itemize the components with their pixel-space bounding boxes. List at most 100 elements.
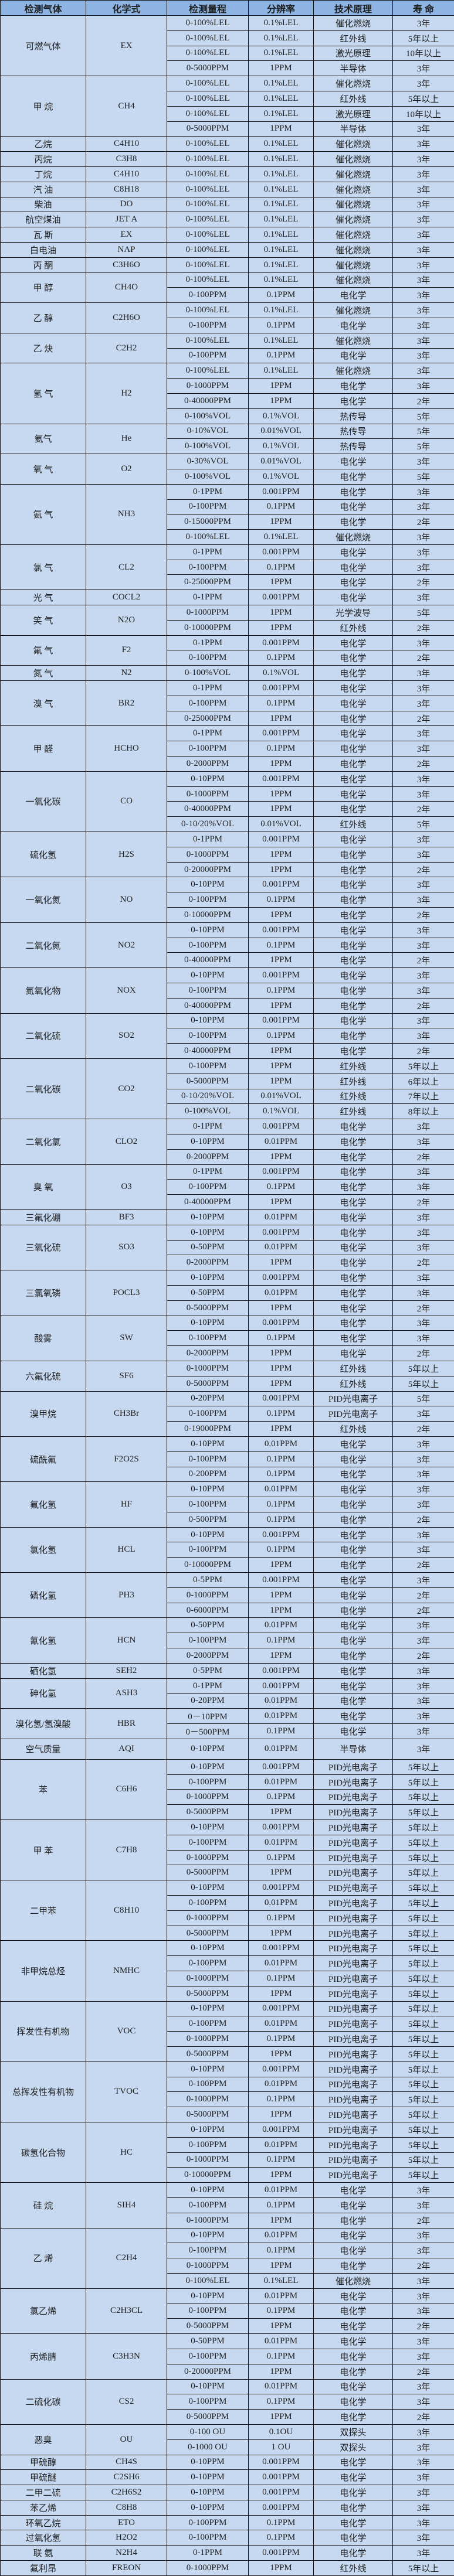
principle-cell: 电化学 [314,575,393,590]
principle-cell: 电化学 [314,1482,393,1497]
lifespan-cell: 3年 [393,696,454,711]
formula-cell: F2 [86,635,167,666]
formula-cell: CS2 [86,2379,167,2424]
formula-cell: H2O2 [86,2530,167,2546]
principle-cell: 电化学 [314,2394,393,2410]
lifespan-cell: 3年 [393,1709,454,1724]
gas-name-cell: 总挥发性有机物 [1,2062,86,2122]
resolution-cell: 1PPM [249,1255,314,1270]
resolution-cell: 0.1%LEL [249,303,314,318]
resolution-cell: 0.01PPM [249,1618,314,1633]
resolution-cell: 0.1PPM [249,1971,314,1986]
header-row: 检测气体 化学式 检测量程 分辨率 技术原理 寿 命 [1,1,454,16]
range-cell: 0-1000PPM [167,2152,249,2168]
formula-cell: SF6 [86,1361,167,1391]
principle-cell: 电化学 [314,2258,393,2274]
lifespan-cell: 5年以上 [393,2107,454,2122]
range-cell: 0-10PPM [167,1527,249,1542]
lifespan-cell: 3年 [393,1331,454,1346]
lifespan-cell: 5年以上 [393,91,454,106]
principle-cell: 电化学 [314,2334,393,2349]
gas-name-cell: 甲 烷 [1,76,86,137]
range-cell: 0-10PPM [167,1436,249,1451]
principle-cell: 电化学 [314,1240,393,1255]
formula-cell: EX [86,16,167,76]
resolution-cell: 1PPM [249,1149,314,1164]
principle-cell: 电化学 [314,1134,393,1149]
resolution-cell: 1PPM [249,2319,314,2334]
formula-cell: N2O [86,605,167,636]
range-cell: 0-100PPM [167,741,249,757]
principle-cell: 电化学 [314,2470,393,2485]
range-cell: 0-5000PPM [167,2046,249,2062]
principle-cell: 双探头 [314,2424,393,2439]
principle-cell: 电化学 [314,1587,393,1603]
range-cell: 0-5000PPM [167,61,249,76]
range-cell: 0-5000PPM [167,2410,249,2425]
lifespan-cell: 2年 [393,757,454,772]
lifespan-cell: 3年 [393,1180,454,1195]
lifespan-cell: 3年 [393,2455,454,2470]
principle-cell: 热传导 [314,424,393,439]
resolution-cell: 0.1PPM [249,288,314,303]
lifespan-cell: 5年以上 [393,2168,454,2183]
range-cell: 0-1000PPM [167,2032,249,2047]
principle-cell: 催化燃烧 [314,242,393,257]
gas-name-cell: 甲 醛 [1,726,86,771]
principle-cell: PID光电离子 [314,2107,393,2122]
formula-cell: HBR [86,1709,167,1739]
lifespan-cell: 5年以上 [393,1774,454,1790]
range-cell: 0-1PPM [167,726,249,741]
principle-cell: 催化燃烧 [314,137,393,152]
principle-cell: 电化学 [314,348,393,363]
range-cell: 0-10PPM [167,1225,249,1240]
principle-cell: 电化学 [314,1648,393,1664]
resolution-cell: 0.1%LEL [249,2273,314,2288]
range-cell: 0-100%LEL [167,137,249,152]
range-cell: 0-10PPM [167,1134,249,1149]
gas-name-cell: 环氧乙烷 [1,2515,86,2530]
range-cell: 0-100%LEL [167,76,249,91]
principle-cell: 电化学 [314,983,393,999]
resolution-cell: 0.001PPM [249,1678,314,1694]
lifespan-cell: 3年 [393,137,454,152]
lifespan-cell: 3年 [393,2334,454,2349]
principle-cell: PID光电离子 [314,1850,393,1865]
lifespan-cell: 3年 [393,771,454,786]
lifespan-cell: 5年以上 [393,30,454,46]
resolution-cell: 1PPM [249,802,314,817]
gas-name-cell: 三氟化硼 [1,1209,86,1225]
range-cell: 0-40000PPM [167,998,249,1013]
principle-cell: 电化学 [314,711,393,726]
lifespan-cell: 3年 [393,121,454,137]
range-cell: 0-10PPM [167,1482,249,1497]
range-cell: 0-10PPM [167,1209,249,1225]
lifespan-cell: 5年以上 [393,1835,454,1850]
range-cell: 0-100%LEL [167,106,249,121]
lifespan-cell: 5年以上 [393,2092,454,2107]
gas-name-cell: 一氧化碳 [1,771,86,832]
range-cell: 0-100PPM [167,1451,249,1467]
principle-cell: PID光电离子 [314,2092,393,2107]
gas-name-cell: 乙 炔 [1,333,86,363]
lifespan-cell: 3年 [393,726,454,741]
lifespan-cell: 10年以上 [393,106,454,121]
principle-cell: PID光电离子 [314,1896,393,1911]
lifespan-cell: 5年以上 [393,1865,454,1880]
lifespan-cell: 2年 [393,2410,454,2425]
principle-cell: 催化燃烧 [314,303,393,318]
resolution-cell: 1PPM [249,786,314,802]
resolution-cell: 1PPM [249,1422,314,1437]
range-cell: 0-1000PPM [167,2561,249,2576]
lifespan-cell: 2年 [393,1648,454,1664]
lifespan-cell: 3年 [393,1164,454,1180]
gas-name-cell: 光 气 [1,590,86,605]
